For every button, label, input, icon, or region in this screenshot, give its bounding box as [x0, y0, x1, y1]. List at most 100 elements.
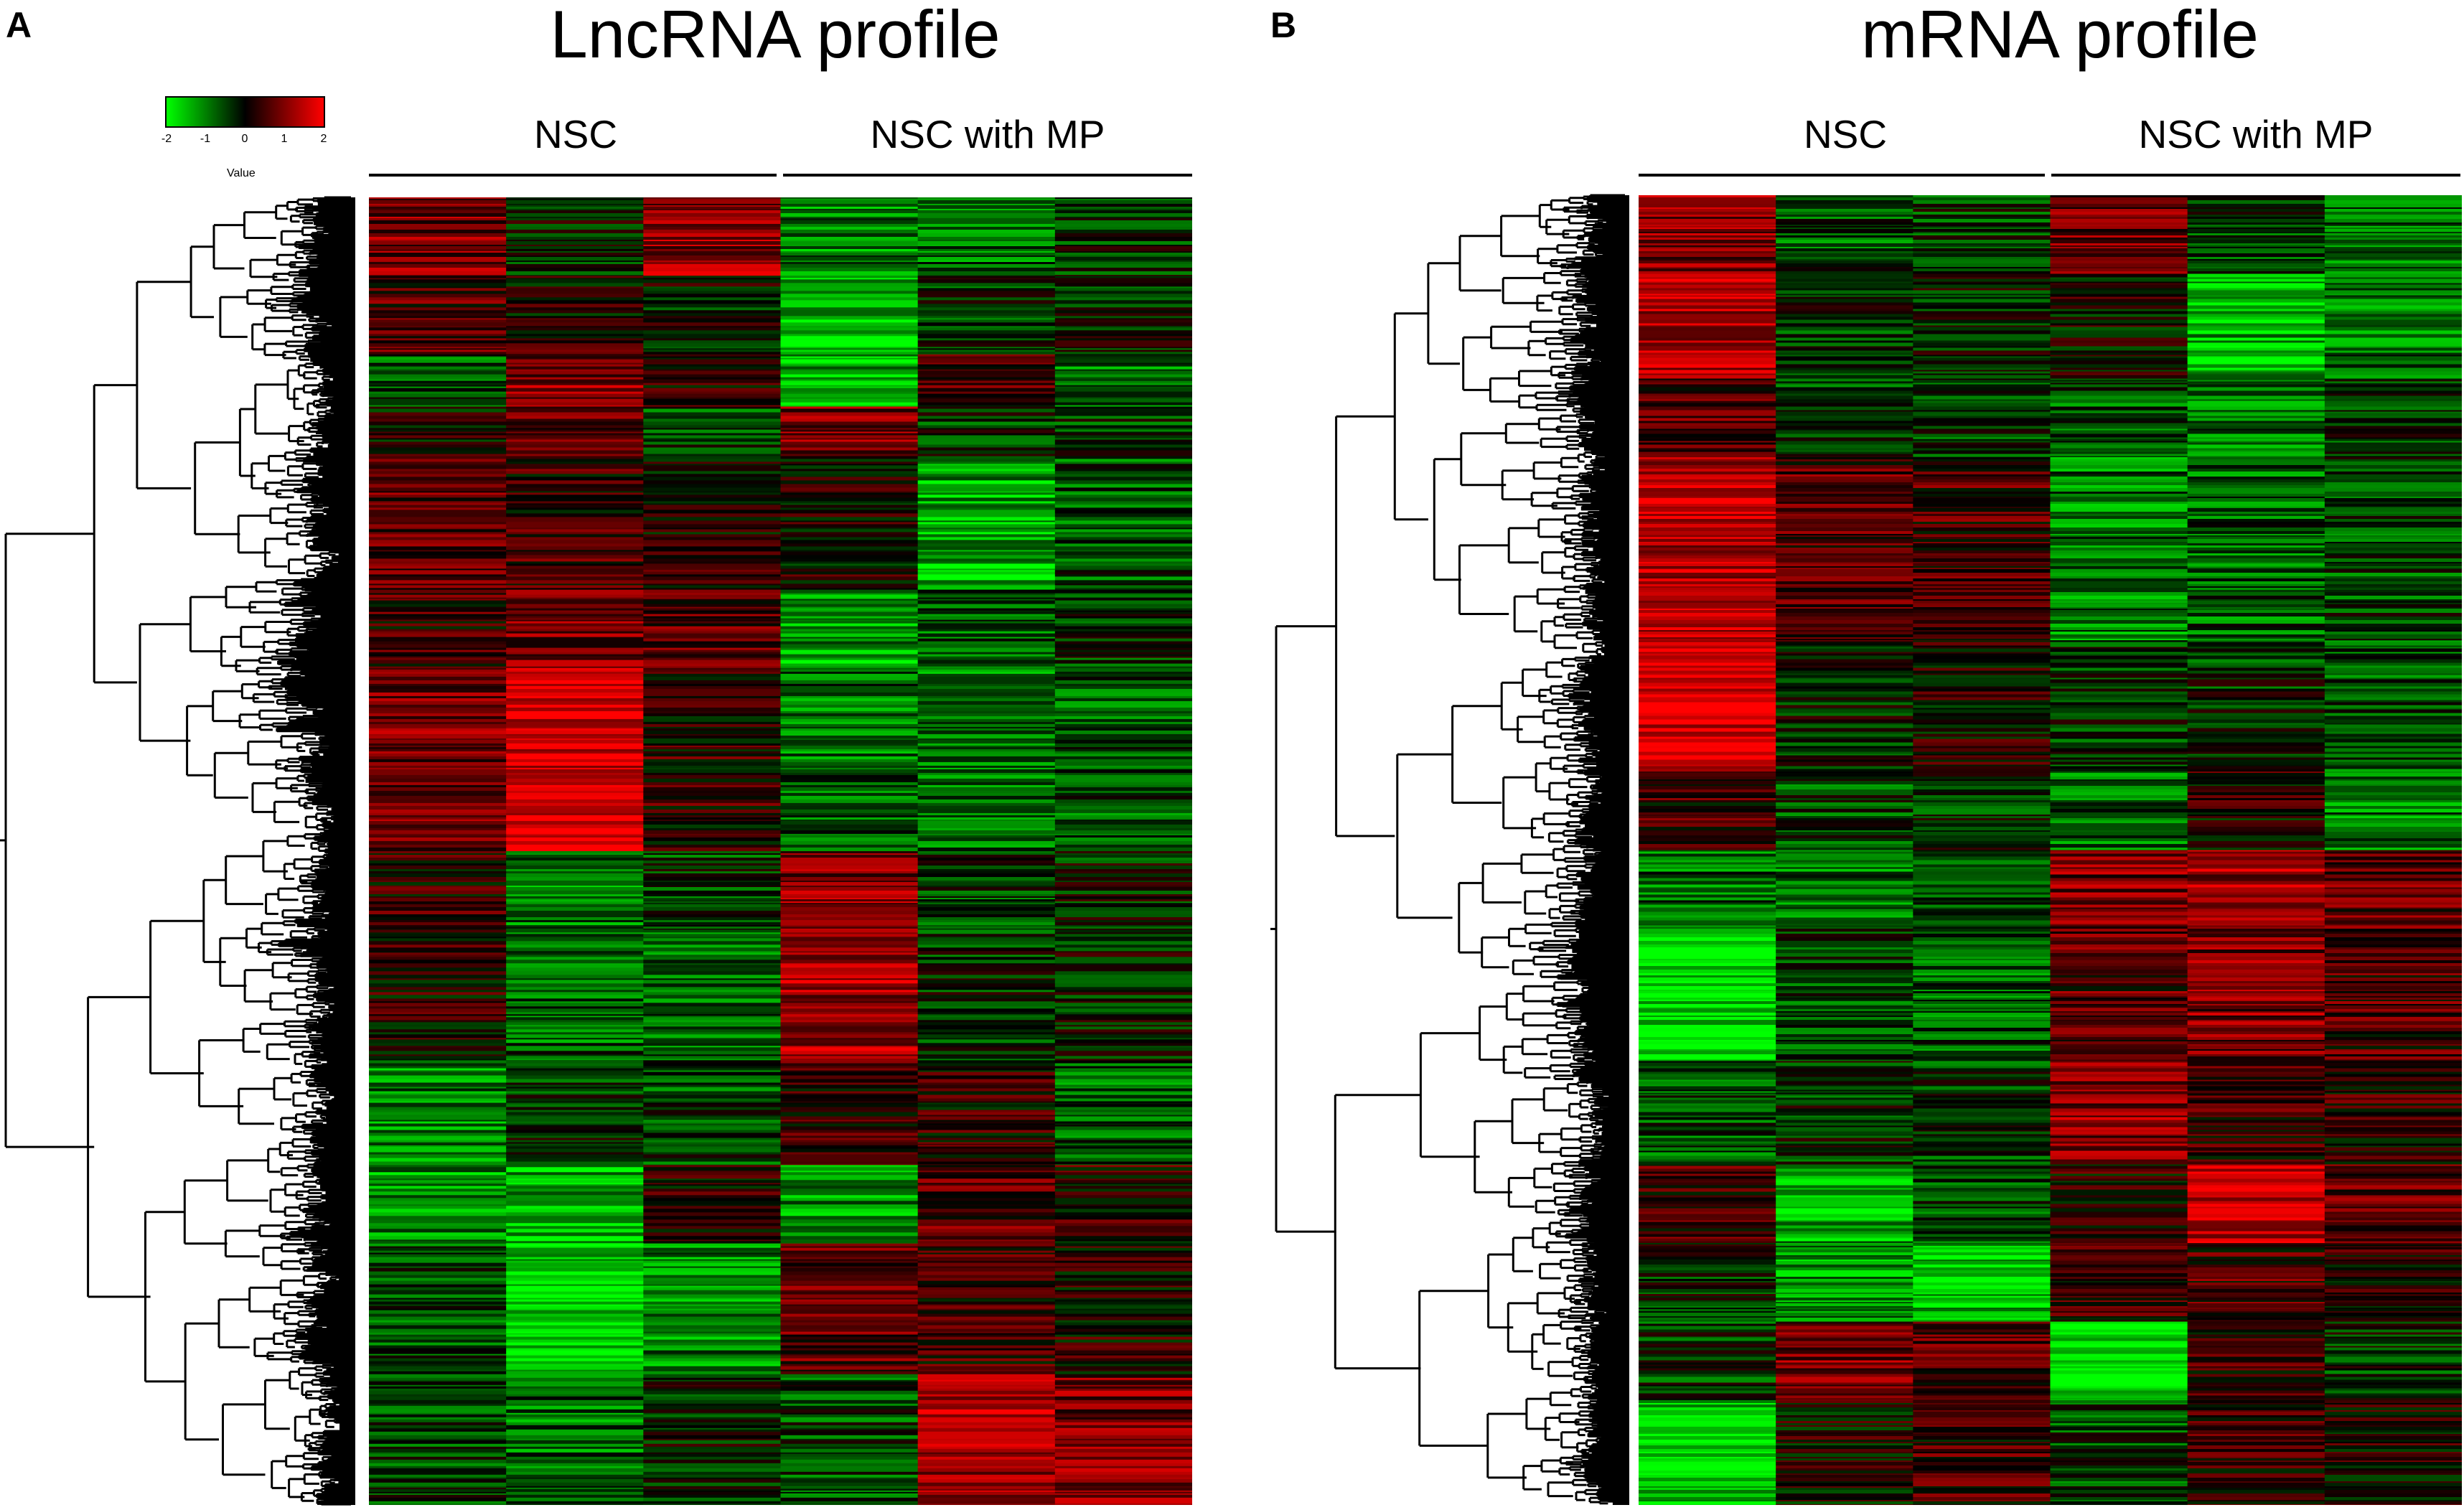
heatmap-cell — [1054, 647, 1192, 650]
heatmap-cell — [1054, 1066, 1192, 1069]
heatmap-cell — [369, 374, 507, 378]
heatmap-cell — [917, 224, 1056, 228]
heatmap-cell — [643, 551, 782, 555]
heatmap-cell — [643, 683, 782, 687]
heatmap-cell — [780, 688, 919, 693]
heatmap-cell — [780, 304, 919, 308]
heatmap-cell — [643, 343, 782, 347]
heatmap-cell — [780, 537, 919, 540]
heatmap-cell — [780, 310, 919, 314]
heatmap-cell — [1054, 700, 1192, 705]
heatmap-cell — [917, 319, 1056, 323]
heatmap-cell — [917, 891, 1056, 895]
heatmap-cell — [917, 844, 1056, 848]
heatmap-cell — [506, 474, 644, 477]
heatmap-cell — [369, 604, 507, 607]
heatmap-cell — [506, 563, 644, 566]
heatmap-cell — [506, 812, 644, 816]
heatmap-cell — [1054, 947, 1192, 952]
heatmap-cell — [780, 858, 919, 861]
heatmap-cell — [917, 728, 1056, 731]
heatmap-cell — [1054, 340, 1192, 344]
heatmap-cell — [506, 1102, 644, 1105]
heatmap-cell — [643, 638, 782, 642]
heatmap-cell — [643, 631, 782, 634]
heatmap-cell — [780, 574, 919, 577]
heatmap-cell — [369, 319, 507, 323]
heatmap-cell — [1054, 1051, 1192, 1055]
heatmap-cell — [917, 820, 1056, 825]
heatmap-cell — [1054, 589, 1192, 594]
heatmap-cell — [506, 1066, 644, 1069]
heatmap-cell — [506, 471, 644, 474]
heatmap-cell — [506, 1068, 644, 1071]
heatmap-cell — [643, 739, 782, 744]
heatmap-cell — [369, 441, 507, 445]
heatmap-cell — [369, 1094, 507, 1099]
heatmap-cell — [1054, 568, 1192, 571]
heatmap-cell — [1054, 412, 1192, 416]
heatmap-cell — [917, 213, 1056, 217]
heatmap-cell — [780, 297, 919, 301]
heatmap-cell — [506, 1017, 644, 1021]
heatmap-cell — [643, 370, 782, 375]
heatmap-cell — [1054, 600, 1192, 604]
heatmap-cell — [1054, 656, 1192, 658]
heatmap-cell — [643, 326, 782, 328]
heatmap-cell — [780, 761, 919, 766]
heatmap-cell — [780, 802, 919, 807]
heatmap-cell — [506, 350, 644, 352]
heatmap-cell — [780, 721, 919, 725]
heatmap-cell — [917, 494, 1056, 498]
heatmap-cell — [369, 278, 507, 280]
heatmap-cell — [917, 819, 1056, 822]
heatmap-cell — [780, 869, 919, 872]
heatmap-cell — [369, 336, 507, 339]
heatmap-cell — [1054, 695, 1192, 699]
heatmap-cell — [917, 322, 1056, 327]
heatmap-cell — [506, 507, 644, 510]
heatmap-cell — [369, 447, 507, 451]
panel-a-letter: A — [6, 5, 32, 45]
heatmap-cell — [780, 576, 919, 581]
heatmap-cell — [917, 756, 1056, 760]
heatmap-cell — [369, 998, 507, 1002]
heatmap-cell — [780, 765, 919, 769]
heatmap-cell — [1054, 255, 1192, 258]
heatmap-cell — [643, 517, 782, 521]
heatmap-cell — [1054, 366, 1192, 370]
heatmap-cell — [917, 561, 1056, 564]
heatmap-cell — [917, 336, 1056, 339]
heatmap-cell — [780, 278, 919, 280]
heatmap-cell — [1054, 505, 1192, 508]
heatmap-cell — [506, 1056, 644, 1059]
heatmap-cell — [917, 350, 1056, 352]
heatmap-cell — [917, 947, 1056, 952]
heatmap-cell — [780, 614, 919, 616]
heatmap-cell — [780, 520, 919, 522]
heatmap-cell — [780, 980, 919, 984]
heatmap-cell — [917, 583, 1056, 586]
heatmap-cell — [643, 698, 782, 702]
heatmap-cell — [369, 454, 507, 456]
heatmap-cell — [780, 963, 919, 965]
heatmap-cell — [1054, 824, 1192, 829]
heatmap-cell — [506, 275, 644, 276]
heatmap-cell — [369, 680, 507, 685]
heatmap-cell — [506, 1025, 644, 1027]
heatmap-cell — [780, 253, 919, 256]
heatmap-cell — [780, 319, 919, 323]
heatmap-cell — [506, 774, 644, 779]
heatmap-cell — [506, 904, 644, 908]
heatmap-cell — [780, 667, 919, 670]
heatmap-cell — [506, 932, 644, 934]
heatmap-cell — [917, 611, 1056, 614]
heatmap-cell — [369, 307, 507, 311]
heatmap-cell — [780, 566, 919, 569]
heatmap-cell — [917, 871, 1056, 874]
heatmap-cell — [1054, 733, 1192, 736]
heatmap-cell — [643, 680, 782, 685]
heatmap-cell — [369, 262, 507, 265]
heatmap-cell — [506, 799, 644, 804]
heatmap-cell — [369, 952, 507, 955]
